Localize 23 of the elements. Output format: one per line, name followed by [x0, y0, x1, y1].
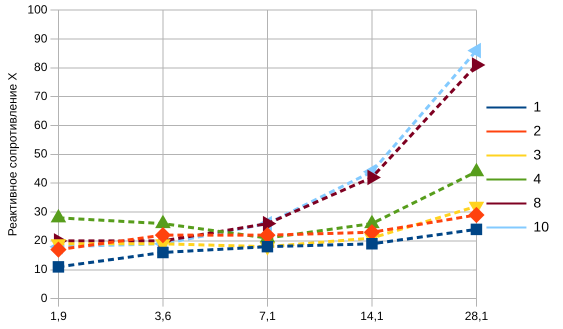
- y-tick-label: 100: [27, 2, 48, 17]
- y-tick-label: 0: [40, 290, 48, 305]
- legend-label: 3: [533, 146, 542, 162]
- x-tick-label: 14,1: [360, 309, 384, 324]
- y-tick-label: 10: [34, 262, 48, 276]
- x-tick-label: 28,1: [464, 309, 488, 324]
- legend-label: 2: [533, 122, 542, 138]
- legend-label: 1: [533, 98, 542, 114]
- x-tick-label: 7,1: [259, 309, 276, 324]
- y-tick-label: 90: [34, 31, 48, 46]
- y-tick-label: 20: [34, 233, 48, 248]
- y-tick-label: 70: [34, 89, 48, 104]
- x-tick-label: 3,6: [154, 309, 172, 324]
- y-tick-label: 60: [34, 118, 48, 132]
- legend-label: 10: [533, 218, 550, 234]
- legend-label: 4: [533, 170, 542, 186]
- y-tick-label: 80: [34, 60, 48, 74]
- legend-label: 8: [533, 194, 542, 210]
- y-axis-title: Реактивное сопротивление X: [6, 72, 20, 236]
- y-tick-label: 40: [34, 176, 48, 190]
- y-tick-label: 30: [34, 204, 48, 218]
- y-tick-label: 50: [34, 146, 48, 161]
- x-tick-label: 1,9: [50, 309, 68, 324]
